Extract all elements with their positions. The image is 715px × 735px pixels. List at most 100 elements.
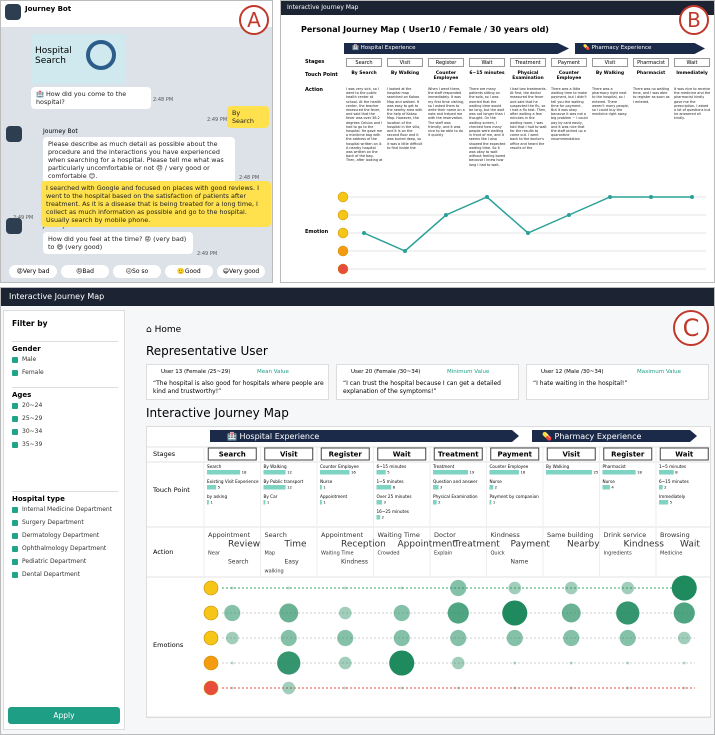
message-time: 2:48 PM [153,97,174,103]
home-link[interactable]: ⌂ Home [146,325,181,335]
filter-group-title: Hospital type [12,491,118,503]
touch-count: 5 [218,484,221,489]
stage-label: Wait [393,451,412,459]
emotion-face [203,605,219,621]
header-bar: Interactive Journey Map [1,288,714,306]
stage-label: Register [329,451,363,459]
touch-label: 6~15 minutes [659,479,689,484]
emotion-bubble [224,604,241,622]
action-word: Name [511,559,529,566]
avatar [6,218,22,234]
touch-count: 2 [495,484,498,489]
filter-option[interactable]: Male [12,356,36,363]
emotion-bubble [626,686,630,690]
filter-option[interactable]: Surgery Department [12,519,84,526]
emotion-bubble [561,603,581,623]
stage-box [659,447,709,461]
emotion-bubble [343,586,347,590]
home-text: Home [154,325,182,335]
phase-arrow: 🏥 Hospital Experience [344,43,569,54]
emotion-bubble [456,686,460,690]
touch-label: Over 25 minutes [377,494,412,499]
row-label: Action [153,548,173,556]
touch-count: 1 [323,484,326,489]
stage-box [320,447,370,461]
touch-label: 6~15 minutes [377,464,407,469]
message-bubble: Please describe as much detail as possib… [43,137,235,183]
emotion-bubble [450,629,467,647]
emotion-bubble [337,629,354,647]
touch-count: 1 [267,499,270,504]
choice-button[interactable]: 😡Very bad [9,265,57,278]
filter-option[interactable]: 35~39 [12,441,42,448]
emotion-bubble [563,629,580,647]
message-bubble: By Search [227,106,269,128]
action-text: I had two treatments. At first, the doct… [510,87,547,150]
action-word: Wait [680,540,700,550]
action-text: There was a pharmacy right next to the h… [592,87,629,117]
card-title: Hospital Search [35,46,72,66]
emotion-bubble [502,600,528,626]
touch-count: 18 [242,469,247,474]
filter-option[interactable]: Female [12,369,44,376]
apply-button[interactable]: Apply [8,707,120,724]
touch-label: By Public transport [264,479,304,484]
touch-bar [489,500,492,505]
action-word: Map [265,551,276,557]
touch-bar [263,500,266,505]
emotion-bubble [343,686,347,690]
filter-option[interactable]: Ophthalmology Department [12,545,106,552]
action-text: It was nice to receive the medicine and … [674,87,711,121]
touch-label: Counter Employee [320,464,359,469]
touch-bar [376,500,383,505]
checkbox [12,369,18,376]
panel-label: B [679,5,709,35]
touch-label: Appointment [320,494,348,499]
emotion-face [203,580,219,596]
checkbox [12,532,18,539]
filter-option[interactable]: Pediatric Department [12,558,86,565]
option-label: 25~29 [22,415,43,422]
emotion-point [649,195,653,199]
choice-button[interactable]: 😐So so [113,265,161,278]
action-word: Kindness [341,559,368,566]
emotion-bubble [682,661,686,665]
filter-option[interactable]: Internal Medicine Department [12,506,112,513]
touch-point: 6~15 minutes [469,71,505,76]
filter-option[interactable]: 30~34 [12,428,42,435]
touch-bar [433,485,439,490]
checkbox [12,558,18,565]
emotion-bubble [506,629,523,647]
stage-box: Search [346,58,382,67]
row-label: Touch Point [152,486,190,494]
emotion-point [526,231,530,235]
action-word: Explain [434,551,452,557]
filter-option[interactable]: 25~29 [12,415,42,422]
user-kind: Minimum Value [447,369,490,375]
emotion-point [608,195,612,199]
user-name: User 20 (Female /30~34) [351,369,421,375]
option-label: Internal Medicine Department [22,506,113,513]
bot-name: Journey Bot [43,128,78,135]
emotion-bubble [338,606,352,620]
emotion-bubble [677,631,691,645]
action-word: Ingredients [604,551,633,557]
choice-button[interactable]: 🙂Good [165,265,213,278]
action-word: Waiting Time [321,551,354,557]
filter-option[interactable]: Dental Department [12,571,80,578]
action-word: Search [265,531,287,539]
stage-box [546,447,596,461]
stage-box: Wait [469,58,505,67]
emotion-bubble [508,581,522,595]
filter-option[interactable]: 20~24 [12,402,42,409]
touch-point: Pharmacist [636,71,666,76]
choice-button[interactable]: 😠Bad [61,265,109,278]
touch-label: Immediately [659,494,686,499]
option-label: Surgery Department [22,519,84,526]
filter-option[interactable]: Dermatology Department [12,532,99,539]
stage-label: Visit [562,451,580,459]
action-word: Quick [491,551,505,557]
row-label: Emotions [153,641,184,649]
choice-button[interactable]: 😄Very good [217,265,265,278]
emotion-bubble [230,586,234,590]
